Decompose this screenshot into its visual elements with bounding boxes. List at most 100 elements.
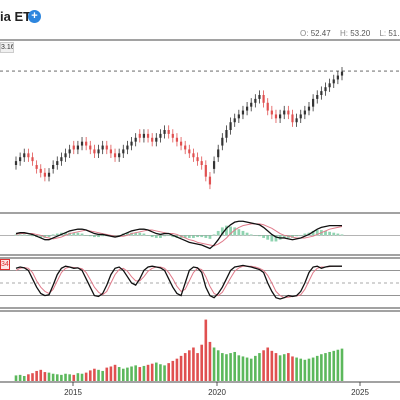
volume-bar	[196, 353, 199, 381]
volume-bar	[60, 374, 63, 381]
macd-histogram-bar	[220, 227, 224, 236]
volume-bar	[233, 351, 237, 381]
macd-histogram-bar	[154, 235, 158, 238]
candle-body	[76, 145, 79, 150]
macd-histogram-bar	[159, 235, 162, 238]
macd-histogram-bar	[126, 232, 129, 236]
candle-body	[163, 130, 166, 134]
macd-histogram-bar	[336, 233, 340, 236]
volume-bar	[266, 347, 270, 381]
volume-bar	[315, 355, 319, 381]
volume-bar	[208, 341, 212, 381]
candle-body	[283, 110, 286, 115]
volume-bar	[121, 368, 125, 381]
volume-bar	[192, 347, 195, 381]
candle-body	[47, 172, 51, 177]
macd-histogram-bar	[225, 225, 228, 236]
macd-histogram-bar	[163, 235, 166, 237]
macd-histogram-bar	[249, 234, 253, 236]
macd-histogram-bar	[340, 234, 344, 236]
macd-histogram-bar	[274, 235, 278, 242]
volume-bar	[167, 363, 170, 381]
candle-body	[258, 95, 261, 99]
candle-body	[113, 153, 117, 158]
volume-bar	[175, 358, 179, 381]
macd-histogram-bar	[26, 235, 30, 236]
volume-bar	[159, 364, 162, 381]
volume-bar	[295, 357, 298, 381]
volume-bar	[282, 354, 286, 381]
volume-bar	[328, 351, 331, 381]
high-label: H:	[339, 29, 348, 38]
volume-bar	[237, 355, 241, 381]
volume-bar	[93, 368, 96, 381]
volume-bar	[55, 374, 59, 381]
candle-body	[138, 133, 141, 138]
macd-histogram-bar	[64, 232, 67, 236]
volume-bar	[31, 373, 34, 381]
macd-histogram-bar	[171, 235, 175, 238]
candle-body	[274, 114, 278, 119]
candle-body	[68, 149, 71, 154]
stochastic-k-line	[15, 264, 342, 300]
volume-bar	[27, 374, 30, 381]
volume-bar	[146, 364, 150, 381]
macd-histogram-bar	[72, 232, 76, 236]
candle-body	[241, 110, 245, 115]
volume-bar	[179, 355, 183, 381]
volume-bar	[68, 374, 71, 381]
volume-bar	[299, 358, 303, 381]
volume-bar	[262, 350, 265, 381]
x-tick-label: 2020	[208, 388, 226, 397]
macd-histogram-bar	[258, 235, 261, 237]
macd-histogram-bar	[299, 235, 303, 236]
candle-body	[340, 71, 344, 76]
macd-histogram-bar	[187, 235, 191, 238]
macd-histogram-bar	[84, 235, 88, 236]
volume-bar	[76, 373, 80, 381]
candle-body	[93, 149, 96, 154]
macd-histogram-bar	[282, 235, 286, 238]
macd-histogram-bar	[216, 230, 220, 236]
candle-body	[109, 149, 113, 154]
candle-body	[23, 153, 26, 158]
candle-body	[233, 118, 236, 123]
candle-body	[175, 137, 179, 142]
candle-body	[56, 161, 59, 165]
candle-body	[35, 165, 38, 169]
volume-bar	[64, 373, 67, 381]
candle-body	[134, 137, 137, 142]
candle-body	[179, 141, 183, 146]
candle-body	[324, 87, 327, 92]
candle-body	[43, 172, 46, 177]
price-pane	[0, 67, 400, 190]
candle-body	[146, 133, 150, 138]
candle-body	[188, 149, 191, 154]
macd-histogram-bar	[167, 235, 171, 236]
macd-histogram-bar	[80, 233, 84, 236]
low-value: 51.2	[388, 29, 400, 38]
macd-histogram-bar	[142, 233, 146, 236]
volume-bar	[254, 355, 257, 381]
macd-histogram-bar	[328, 231, 332, 236]
volume-bar	[332, 350, 336, 381]
macd-histogram-bar	[295, 235, 299, 237]
macd-histogram-bar	[270, 235, 274, 242]
volume-bar	[35, 370, 38, 381]
volume-bar	[113, 364, 117, 381]
candle-body	[130, 141, 133, 146]
macd-histogram-bar	[233, 227, 237, 236]
macd-histogram-bar	[88, 235, 92, 237]
macd-histogram-bar	[266, 235, 270, 240]
macd-histogram-bar	[31, 235, 34, 237]
volume-bar	[320, 354, 323, 381]
macd-histogram-bar	[253, 235, 257, 236]
candle-body	[303, 110, 306, 115]
plus-circle-icon[interactable]: +	[28, 10, 41, 23]
candle-body	[208, 176, 212, 185]
candle-body	[312, 98, 315, 107]
open-label: O:	[300, 29, 309, 38]
candle-body	[217, 149, 220, 158]
macd-histogram-bar	[150, 235, 154, 238]
